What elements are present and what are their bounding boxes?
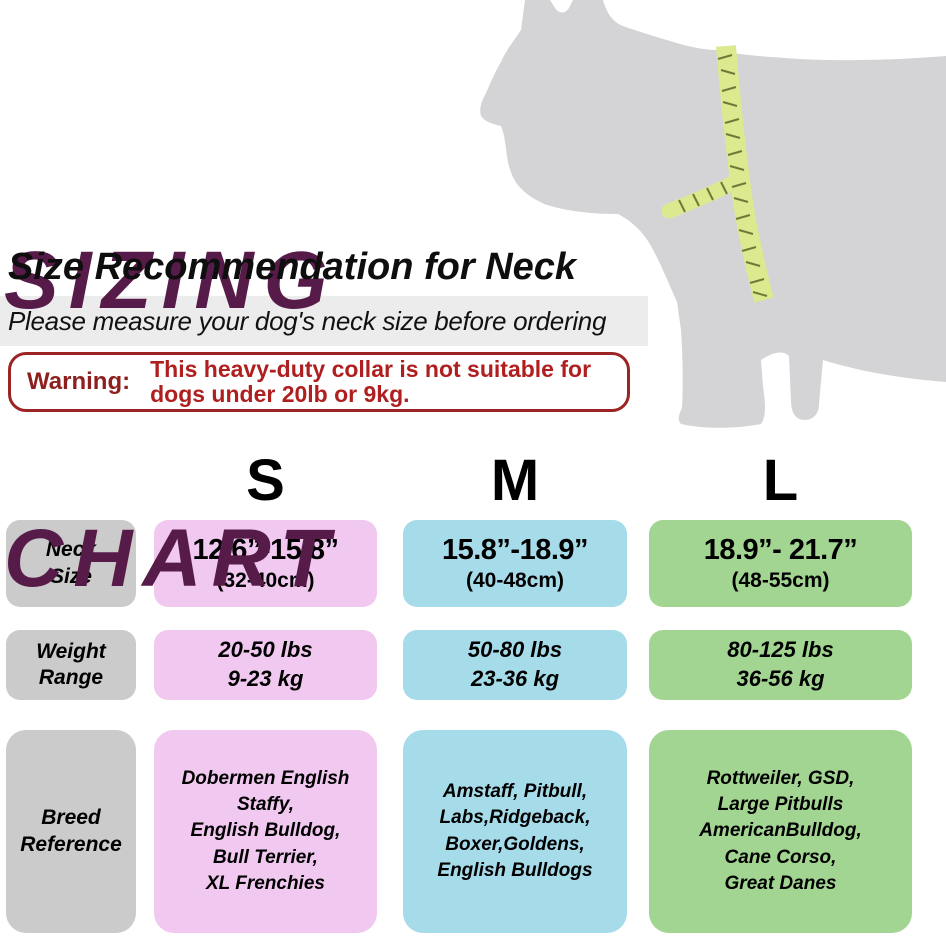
neck-cm-l: (48-55cm) (731, 569, 830, 592)
tape-tick-marks-icon (678, 54, 768, 297)
warning-box: Warning: This heavy-duty collar is not s… (8, 352, 630, 412)
weight-cell-m: 50-80 lbs 23-36 kg (403, 630, 627, 700)
weight-lbs-l: 80-125 lbs (727, 637, 834, 663)
column-header-m: M (490, 448, 540, 513)
neck-cm-s: (32-40cm) (216, 569, 315, 592)
neck-inches-l: 18.9”- 21.7” (703, 534, 858, 566)
neck-inches-m: 15.8”-18.9” (441, 534, 589, 566)
row-label-breed-reference: Breed Reference (6, 730, 136, 933)
measuring-tape-branch (661, 176, 739, 219)
breed-list-s: Dobermen English Staffy, English Bulldog… (181, 767, 350, 894)
weight-kg-m: 23-36 kg (470, 666, 560, 691)
warning-label: Warning: (27, 368, 131, 395)
neck-size-cell-m: 15.8”-18.9” (40-48cm) (403, 520, 627, 607)
weight-lbs-s: 20-50 lbs (218, 637, 313, 663)
weight-kg-l: 36-56 kg (736, 666, 825, 691)
breed-cell-m: Amstaff, Pitbull, Labs,Ridgeback, Boxer,… (403, 730, 627, 933)
neck-cm-m: (40-48cm) (465, 569, 565, 592)
row-label-neck-size: Neck Size (6, 520, 136, 607)
row-label-weight-range: Weight Range (6, 630, 136, 700)
measure-note-band: Please measure your dog's neck size befo… (0, 296, 648, 346)
dog-silhouette-illustration (480, 0, 946, 428)
title-line1: SIZING (4, 235, 338, 327)
breed-list-m: Amstaff, Pitbull, Labs,Ridgeback, Boxer,… (437, 781, 593, 881)
title-line2: CHART (4, 513, 340, 605)
page-title: SIZING CHART (4, 50, 339, 791)
breed-cell-l: Rottweiler, GSD, Large Pitbulls American… (649, 730, 912, 933)
weight-cell-l: 80-125 lbs 36-56 kg (649, 630, 912, 700)
neck-size-cell-l: 18.9”- 21.7” (48-55cm) (649, 520, 912, 607)
weight-cell-s: 20-50 lbs 9-23 kg (154, 630, 377, 700)
dog-body-silhouette (480, 0, 946, 428)
measure-note-text: Please measure your dog's neck size befo… (8, 305, 607, 336)
breed-list-l: Rottweiler, GSD, Large Pitbulls American… (699, 767, 862, 894)
warning-text: This heavy-duty collar is not suitable f… (150, 355, 592, 407)
neck-inches-s: 12.6”-15.8” (192, 534, 339, 566)
subtitle: Size Recommendation for Neck (8, 246, 577, 288)
weight-kg-s: 9-23 kg (227, 666, 304, 691)
weight-lbs-m: 50-80 lbs (467, 637, 563, 663)
breed-cell-s: Dobermen English Staffy, English Bulldog… (154, 730, 377, 933)
column-header-l: L (762, 448, 799, 513)
neck-size-cell-s: 12.6”-15.8” (32-40cm) (154, 520, 377, 607)
column-header-s: S (246, 448, 285, 513)
